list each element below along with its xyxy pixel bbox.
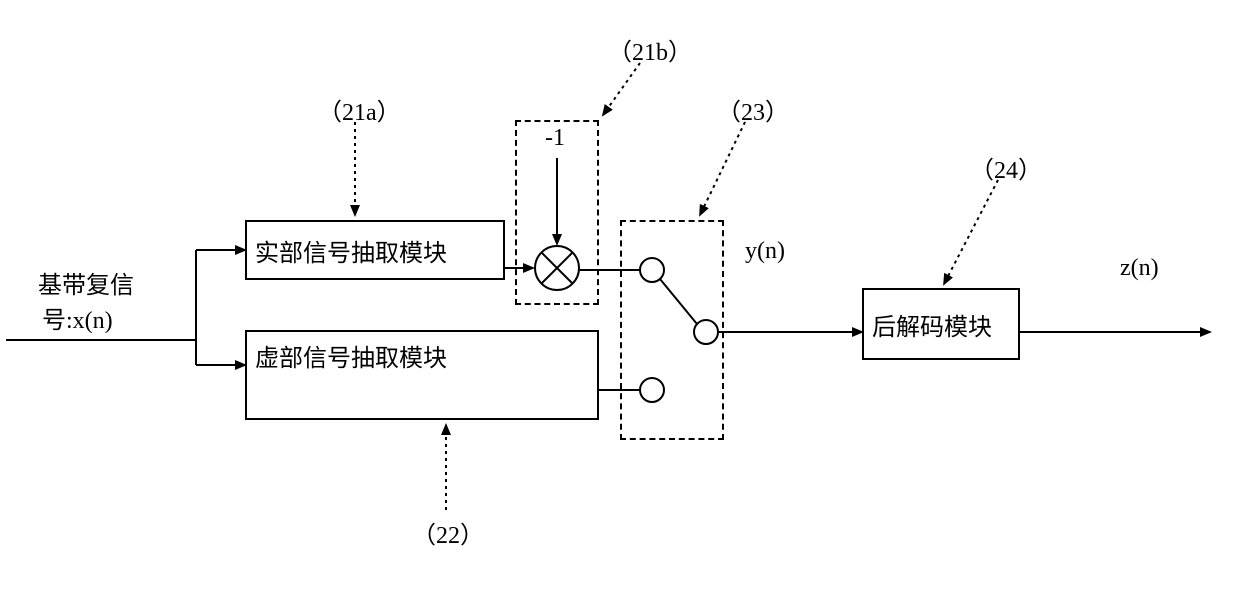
real-extract-label: 实部信号抽取模块 xyxy=(255,233,447,268)
switch-box xyxy=(620,220,724,440)
ref-arrow-24 xyxy=(944,180,998,284)
ref-24: （24） xyxy=(970,150,1042,185)
input-label-line2: 号:x(n) xyxy=(42,300,113,335)
ref-23: （23） xyxy=(717,92,789,127)
real-extract-block: 实部信号抽取模块 xyxy=(245,220,505,280)
multiplier-box xyxy=(515,120,599,305)
signal-z: z(n) xyxy=(1120,255,1159,282)
imag-extract-block: 虚部信号抽取模块 xyxy=(245,330,599,420)
signal-y: y(n) xyxy=(745,238,785,265)
decoder-label: 后解码模块 xyxy=(872,307,992,342)
input-label-line1: 基带复信 xyxy=(38,265,134,300)
ref-arrow-23 xyxy=(700,122,745,215)
ref-22: （22） xyxy=(412,515,484,550)
ref-arrow-21b xyxy=(603,63,640,115)
imag-extract-label: 虚部信号抽取模块 xyxy=(255,338,447,373)
ref-21b: （21b） xyxy=(608,32,692,67)
decoder-block: 后解码模块 xyxy=(862,288,1020,360)
ref-21a: （21a） xyxy=(318,92,401,127)
